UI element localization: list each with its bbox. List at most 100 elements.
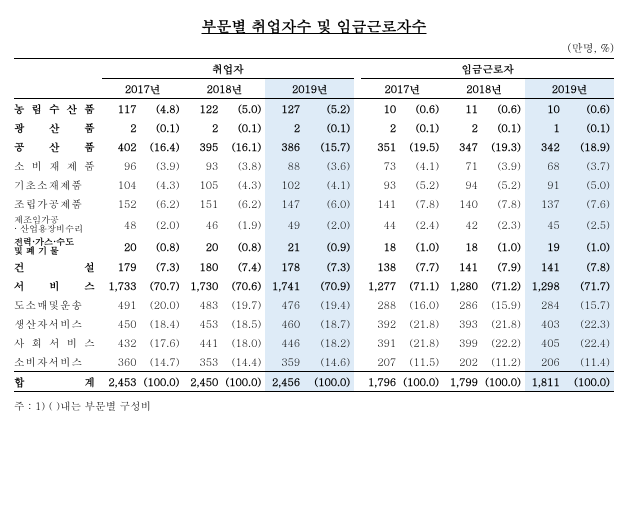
cell-pct: (0.1): [220, 118, 265, 137]
cell-pct: (19.3): [480, 137, 525, 156]
cell-value: 20: [102, 235, 139, 257]
data-table: 취업자 임금근로자 2017년2018년2019년2017년2018년2019년…: [14, 58, 614, 392]
cell-pct: (7.4): [220, 257, 265, 276]
cell-value: 141: [525, 257, 562, 276]
cell-pct: (0.8): [138, 235, 183, 257]
cell-pct: (1.0): [480, 235, 525, 257]
cell-pct: (5.0): [562, 175, 614, 194]
row-label: 기초소재제품: [14, 175, 102, 194]
cell-value: 286: [443, 295, 480, 314]
row-label: 도소매및운송: [14, 295, 102, 314]
cell-value: 1: [525, 118, 562, 137]
page-title: 부문별 취업자수 및 임금근로자수: [14, 16, 614, 37]
cell-pct: (20.0): [138, 295, 183, 314]
cell-pct: (14.4): [220, 352, 265, 372]
gap-cell: [354, 194, 361, 213]
cell-pct: (2.3): [480, 213, 525, 235]
cell-pct: (6.0): [302, 194, 354, 213]
cell-value: 288: [361, 295, 398, 314]
table-row: 광 산 품2(0.1)2(0.1)2(0.1)2(0.1)2(0.1)1(0.1…: [14, 118, 614, 137]
cell-pct: (100.0): [302, 372, 354, 392]
cell-pct: (0.1): [562, 118, 614, 137]
table-row: 소 비 재 제 품96(3.9)93(3.8)88(3.6)73(4.1)71(…: [14, 156, 614, 175]
cell-value: 88: [265, 156, 302, 175]
row-label: 사 회 서 비 스: [14, 333, 102, 352]
cell-pct: (22.3): [562, 314, 614, 333]
year-header: 2017년: [102, 79, 184, 99]
cell-pct: (7.3): [138, 257, 183, 276]
cell-value: 73: [361, 156, 398, 175]
cell-value: 2,450: [184, 372, 221, 392]
cell-value: 122: [184, 99, 221, 119]
gap-cell: [354, 257, 361, 276]
row-label: 제조임가공· 산업용장비수리: [14, 213, 102, 235]
cell-pct: (17.6): [138, 333, 183, 352]
cell-pct: (2.0): [138, 213, 183, 235]
cell-pct: (3.9): [480, 156, 525, 175]
cell-value: 1,280: [443, 276, 480, 295]
cell-pct: (3.9): [138, 156, 183, 175]
cell-pct: (100.0): [398, 372, 443, 392]
cell-value: 71: [443, 156, 480, 175]
cell-pct: (7.3): [302, 257, 354, 276]
table-row: 도소매및운송491(20.0)483(19.7)476(19.4)288(16.…: [14, 295, 614, 314]
cell-value: 45: [525, 213, 562, 235]
cell-value: 202: [443, 352, 480, 372]
cell-value: 476: [265, 295, 302, 314]
cell-pct: (100.0): [220, 372, 265, 392]
cell-value: 359: [265, 352, 302, 372]
cell-value: 399: [443, 333, 480, 352]
cell-pct: (15.9): [480, 295, 525, 314]
group-header-wage: 임금근로자: [361, 59, 614, 79]
cell-value: 403: [525, 314, 562, 333]
cell-value: 206: [525, 352, 562, 372]
cell-value: 1,796: [361, 372, 398, 392]
cell-value: 42: [443, 213, 480, 235]
cell-value: 93: [184, 156, 221, 175]
cell-pct: (0.8): [220, 235, 265, 257]
cell-pct: (6.2): [220, 194, 265, 213]
table-row: 생산자서비스450(18.4)453(18.5)460(18.7)392(21.…: [14, 314, 614, 333]
cell-pct: (0.6): [398, 99, 443, 119]
cell-value: 460: [265, 314, 302, 333]
cell-value: 450: [102, 314, 139, 333]
cell-pct: (4.1): [398, 156, 443, 175]
table-row: 건 설179(7.3)180(7.4)178(7.3)138(7.7)141(7…: [14, 257, 614, 276]
cell-pct: (18.9): [562, 137, 614, 156]
gap-cell: [354, 352, 361, 372]
cell-pct: (15.7): [302, 137, 354, 156]
cell-value: 91: [525, 175, 562, 194]
cell-pct: (3.8): [220, 156, 265, 175]
group-header-employed: 취업자: [102, 59, 355, 79]
cell-pct: (21.8): [480, 314, 525, 333]
cell-pct: (2.5): [562, 213, 614, 235]
row-label: 농 림 수 산 품: [14, 99, 102, 119]
cell-pct: (0.6): [480, 99, 525, 119]
cell-pct: (14.7): [138, 352, 183, 372]
cell-value: 179: [102, 257, 139, 276]
cell-pct: (18.7): [302, 314, 354, 333]
cell-value: 483: [184, 295, 221, 314]
cell-pct: (0.1): [302, 118, 354, 137]
row-label: 조립가공제품: [14, 194, 102, 213]
cell-value: 391: [361, 333, 398, 352]
cell-value: 147: [265, 194, 302, 213]
cell-pct: (14.6): [302, 352, 354, 372]
cell-value: 10: [361, 99, 398, 119]
gap-cell: [354, 118, 361, 137]
row-label: 광 산 품: [14, 118, 102, 137]
table-row: 서 비 스1,733(70.7)1,730(70.6)1,741(70.9)1,…: [14, 276, 614, 295]
cell-pct: (11.4): [562, 352, 614, 372]
gap-cell: [354, 156, 361, 175]
cell-pct: (5.2): [398, 175, 443, 194]
cell-pct: (7.7): [398, 257, 443, 276]
gap-cell: [354, 137, 361, 156]
cell-pct: (70.6): [220, 276, 265, 295]
cell-pct: (0.9): [302, 235, 354, 257]
table-row: 합 계2,453(100.0)2,450(100.0)2,456(100.0)1…: [14, 372, 614, 392]
cell-value: 1,298: [525, 276, 562, 295]
table-row: 공 산 품402(16.4)395(16.1)386(15.7)351(19.5…: [14, 137, 614, 156]
cell-value: 392: [361, 314, 398, 333]
cell-pct: (6.2): [138, 194, 183, 213]
table-row: 사 회 서 비 스432(17.6)441(18.0)446(18.2)391(…: [14, 333, 614, 352]
